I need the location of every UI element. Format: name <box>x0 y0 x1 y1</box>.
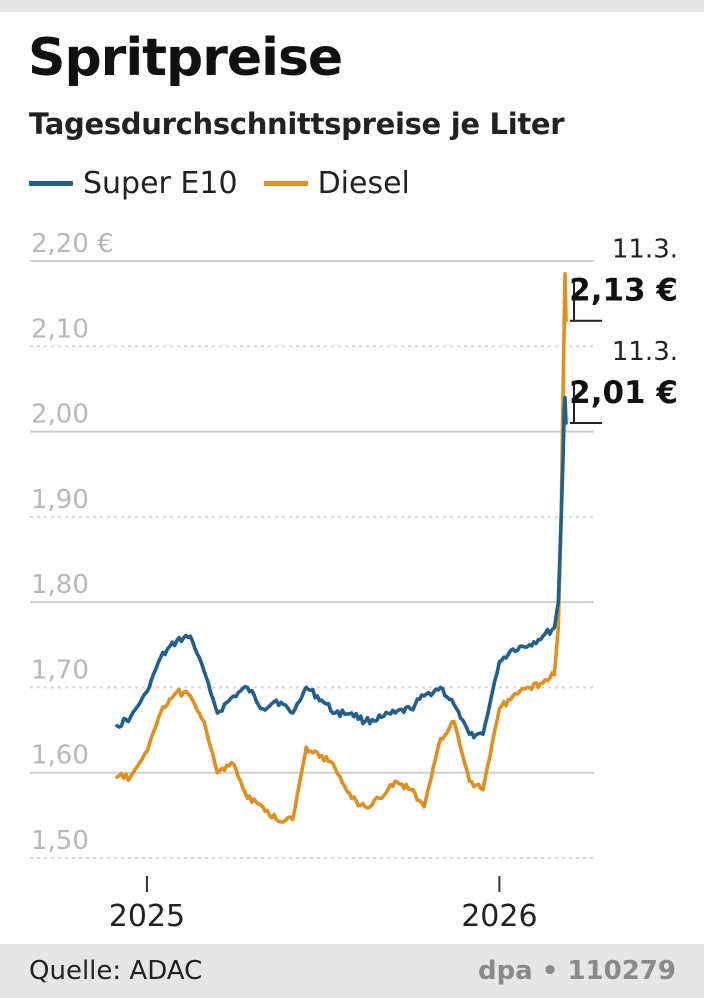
y-tick-label: 1,60 <box>31 741 89 771</box>
y-tick-label: 1,70 <box>31 655 89 685</box>
legend-swatch-super-e10 <box>29 180 73 186</box>
legend: Super E10 Diesel <box>29 163 436 203</box>
credit-label: dpa • 110279 <box>477 956 676 986</box>
legend-label-diesel: Diesel <box>317 165 410 201</box>
line-chart: 2,20 € 2,10 2,00 1,90 1,80 1,70 1,60 1,50 2025 20… <box>30 229 678 934</box>
y-tick-label: 2,20 € <box>31 229 114 259</box>
legend-item-diesel: Diesel <box>263 165 410 201</box>
y-tick-label: 2,00 <box>31 400 89 430</box>
source-label: Quelle: ADAC <box>29 956 203 986</box>
legend-swatch-diesel <box>263 180 308 186</box>
series-line-super-e10 <box>115 395 568 740</box>
annotation-date-super-e10: 11.3. <box>612 337 678 367</box>
legend-label-super-e10: Super E10 <box>83 165 238 201</box>
annotation-date-diesel: 11.3. <box>612 235 678 265</box>
y-tick-label: 1,50 <box>31 826 89 856</box>
legend-item-super-e10: Super E10 <box>29 166 238 201</box>
x-tick-label: 2025 <box>109 899 185 934</box>
chart-subtitle: Tagesdurchschnittspreise je Liter <box>29 107 565 141</box>
y-tick-label: 1,90 <box>31 485 89 515</box>
footer: Quelle: ADAC dpa • 110279 <box>0 944 704 998</box>
y-tick-label: 1,80 <box>31 570 89 600</box>
top-bar <box>0 0 704 12</box>
series-line-diesel <box>115 272 568 824</box>
chart-title: Spritpreise <box>28 28 343 88</box>
annotation-value-diesel: 2,13 € <box>569 273 678 309</box>
y-tick-label: 2,10 <box>31 314 89 344</box>
x-tick-label: 2026 <box>461 899 537 934</box>
annotation-value-super-e10: 2,01 € <box>569 375 678 411</box>
